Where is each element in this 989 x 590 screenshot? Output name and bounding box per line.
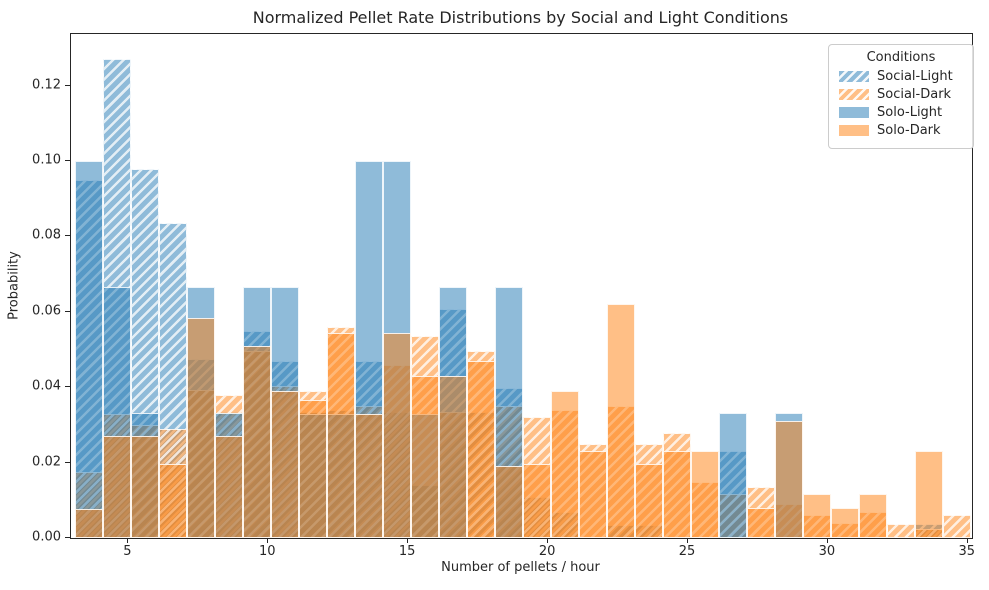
histogram-bar-solo-dark-bin10 — [355, 413, 383, 538]
x-tick-mark — [826, 538, 828, 543]
y-tick-mark — [65, 84, 70, 86]
histogram-bar-solo-dark-bin26 — [802, 493, 831, 538]
histogram-bar-solo-dark-bin30 — [914, 451, 943, 538]
legend-swatch-social-light — [839, 71, 869, 82]
y-tick-mark — [65, 235, 70, 237]
x-tick-label: 15 — [398, 544, 416, 559]
y-tick-mark — [65, 310, 70, 312]
x-tick-label: 10 — [259, 544, 276, 559]
histogram-bar-solo-dark-bin2 — [131, 436, 160, 538]
x-tick-label: 5 — [123, 544, 132, 559]
histogram-bar-solo-dark-bin3 — [159, 463, 188, 538]
x-tick-mark — [407, 538, 409, 543]
y-tick-label: 0.08 — [32, 227, 61, 243]
histogram-bar-solo-dark-bin24 — [746, 507, 775, 538]
histogram-bar-solo-dark-bin8 — [299, 400, 327, 538]
legend-swatch-solo-light — [839, 107, 869, 118]
histogram-bar-social-dark-bin31 — [942, 515, 971, 538]
legend: Conditions Social-Light Social-Dark Solo-L… — [828, 44, 974, 149]
y-axis-label: Probability — [6, 251, 22, 320]
histogram-bar-solo-dark-bin15 — [494, 466, 523, 538]
legend-title: Conditions — [866, 50, 936, 65]
histogram-bar-solo-dark-bin13 — [439, 375, 467, 538]
y-tick-mark — [65, 386, 70, 388]
y-tick-label: 0.06 — [32, 303, 61, 319]
histogram-bar-social-dark-bin29 — [886, 524, 915, 538]
histogram-bar-solo-dark-bin21 — [662, 451, 691, 538]
legend-entry: Solo-Dark — [839, 123, 965, 138]
x-tick-mark — [966, 538, 968, 543]
y-tick-label: 0.04 — [32, 378, 61, 394]
x-axis-label: Number of pellets / hour — [441, 560, 600, 575]
x-tick-label: 35 — [958, 544, 976, 559]
histogram-bar-solo-dark-bin6 — [243, 346, 272, 538]
x-tick-label: 20 — [538, 544, 556, 559]
histogram-bar-solo-light-bin0 — [75, 161, 104, 538]
x-tick-label: 25 — [678, 544, 696, 559]
histogram-bar-solo-dark-bin4 — [187, 318, 216, 538]
y-tick-label: 0.10 — [32, 152, 61, 168]
histogram-bar-solo-dark-bin14 — [466, 360, 495, 538]
chart-title: Normalized Pellet Rate Distributions by … — [252, 8, 789, 27]
histogram-bar-solo-dark-bin18 — [578, 451, 607, 538]
legend-label: Solo-Dark — [877, 123, 941, 138]
histogram-bar-solo-dark-bin22 — [690, 451, 719, 538]
legend-label: Social-Light — [877, 69, 953, 84]
histogram-bar-solo-dark-bin1 — [103, 436, 132, 538]
histogram-bar-solo-light-bin23 — [718, 412, 747, 538]
histogram-bar-solo-dark-bin20 — [634, 463, 663, 538]
y-tick-label: 0.02 — [32, 454, 61, 470]
y-tick-mark — [65, 461, 70, 463]
x-tick-mark — [687, 538, 688, 543]
histogram-bar-solo-dark-bin25 — [774, 421, 803, 538]
histogram-bar-solo-dark-bin27 — [830, 507, 859, 538]
plot-area — [70, 33, 973, 539]
histogram-bar-solo-dark-bin19 — [606, 304, 635, 538]
x-tick-label: 30 — [818, 544, 836, 559]
histogram-bar-solo-dark-bin28 — [858, 493, 887, 538]
histogram-bar-solo-dark-bin5 — [215, 436, 244, 538]
histogram-bar-solo-dark-bin0 — [75, 509, 104, 538]
histogram-bar-solo-dark-bin7 — [271, 391, 300, 538]
histogram-bar-solo-dark-bin17 — [550, 391, 579, 538]
histogram-bar-solo-dark-bin12 — [411, 376, 439, 538]
legend-label: Social-Dark — [877, 87, 952, 102]
x-tick-mark — [547, 538, 549, 543]
legend-swatch-solo-dark — [839, 125, 869, 136]
histogram-bar-solo-dark-bin11 — [383, 332, 411, 538]
y-tick-mark — [65, 160, 70, 161]
legend-entry: Social-Dark — [839, 87, 965, 102]
histogram-bar-solo-dark-bin9 — [327, 332, 355, 538]
histogram-bar-solo-dark-bin16 — [522, 463, 551, 538]
y-tick-label: 0.00 — [32, 529, 61, 545]
x-tick-mark — [127, 538, 129, 543]
legend-swatch-social-dark — [839, 89, 869, 100]
legend-entries: Social-Light Social-Dark Solo-Light Solo-Da… — [837, 69, 965, 138]
x-tick-mark — [267, 538, 269, 543]
legend-entry: Solo-Light — [839, 105, 965, 120]
legend-label: Solo-Light — [877, 105, 943, 120]
y-tick-label: 0.12 — [32, 77, 61, 93]
legend-entry: Social-Light — [839, 69, 965, 84]
y-tick-mark — [65, 537, 70, 538]
